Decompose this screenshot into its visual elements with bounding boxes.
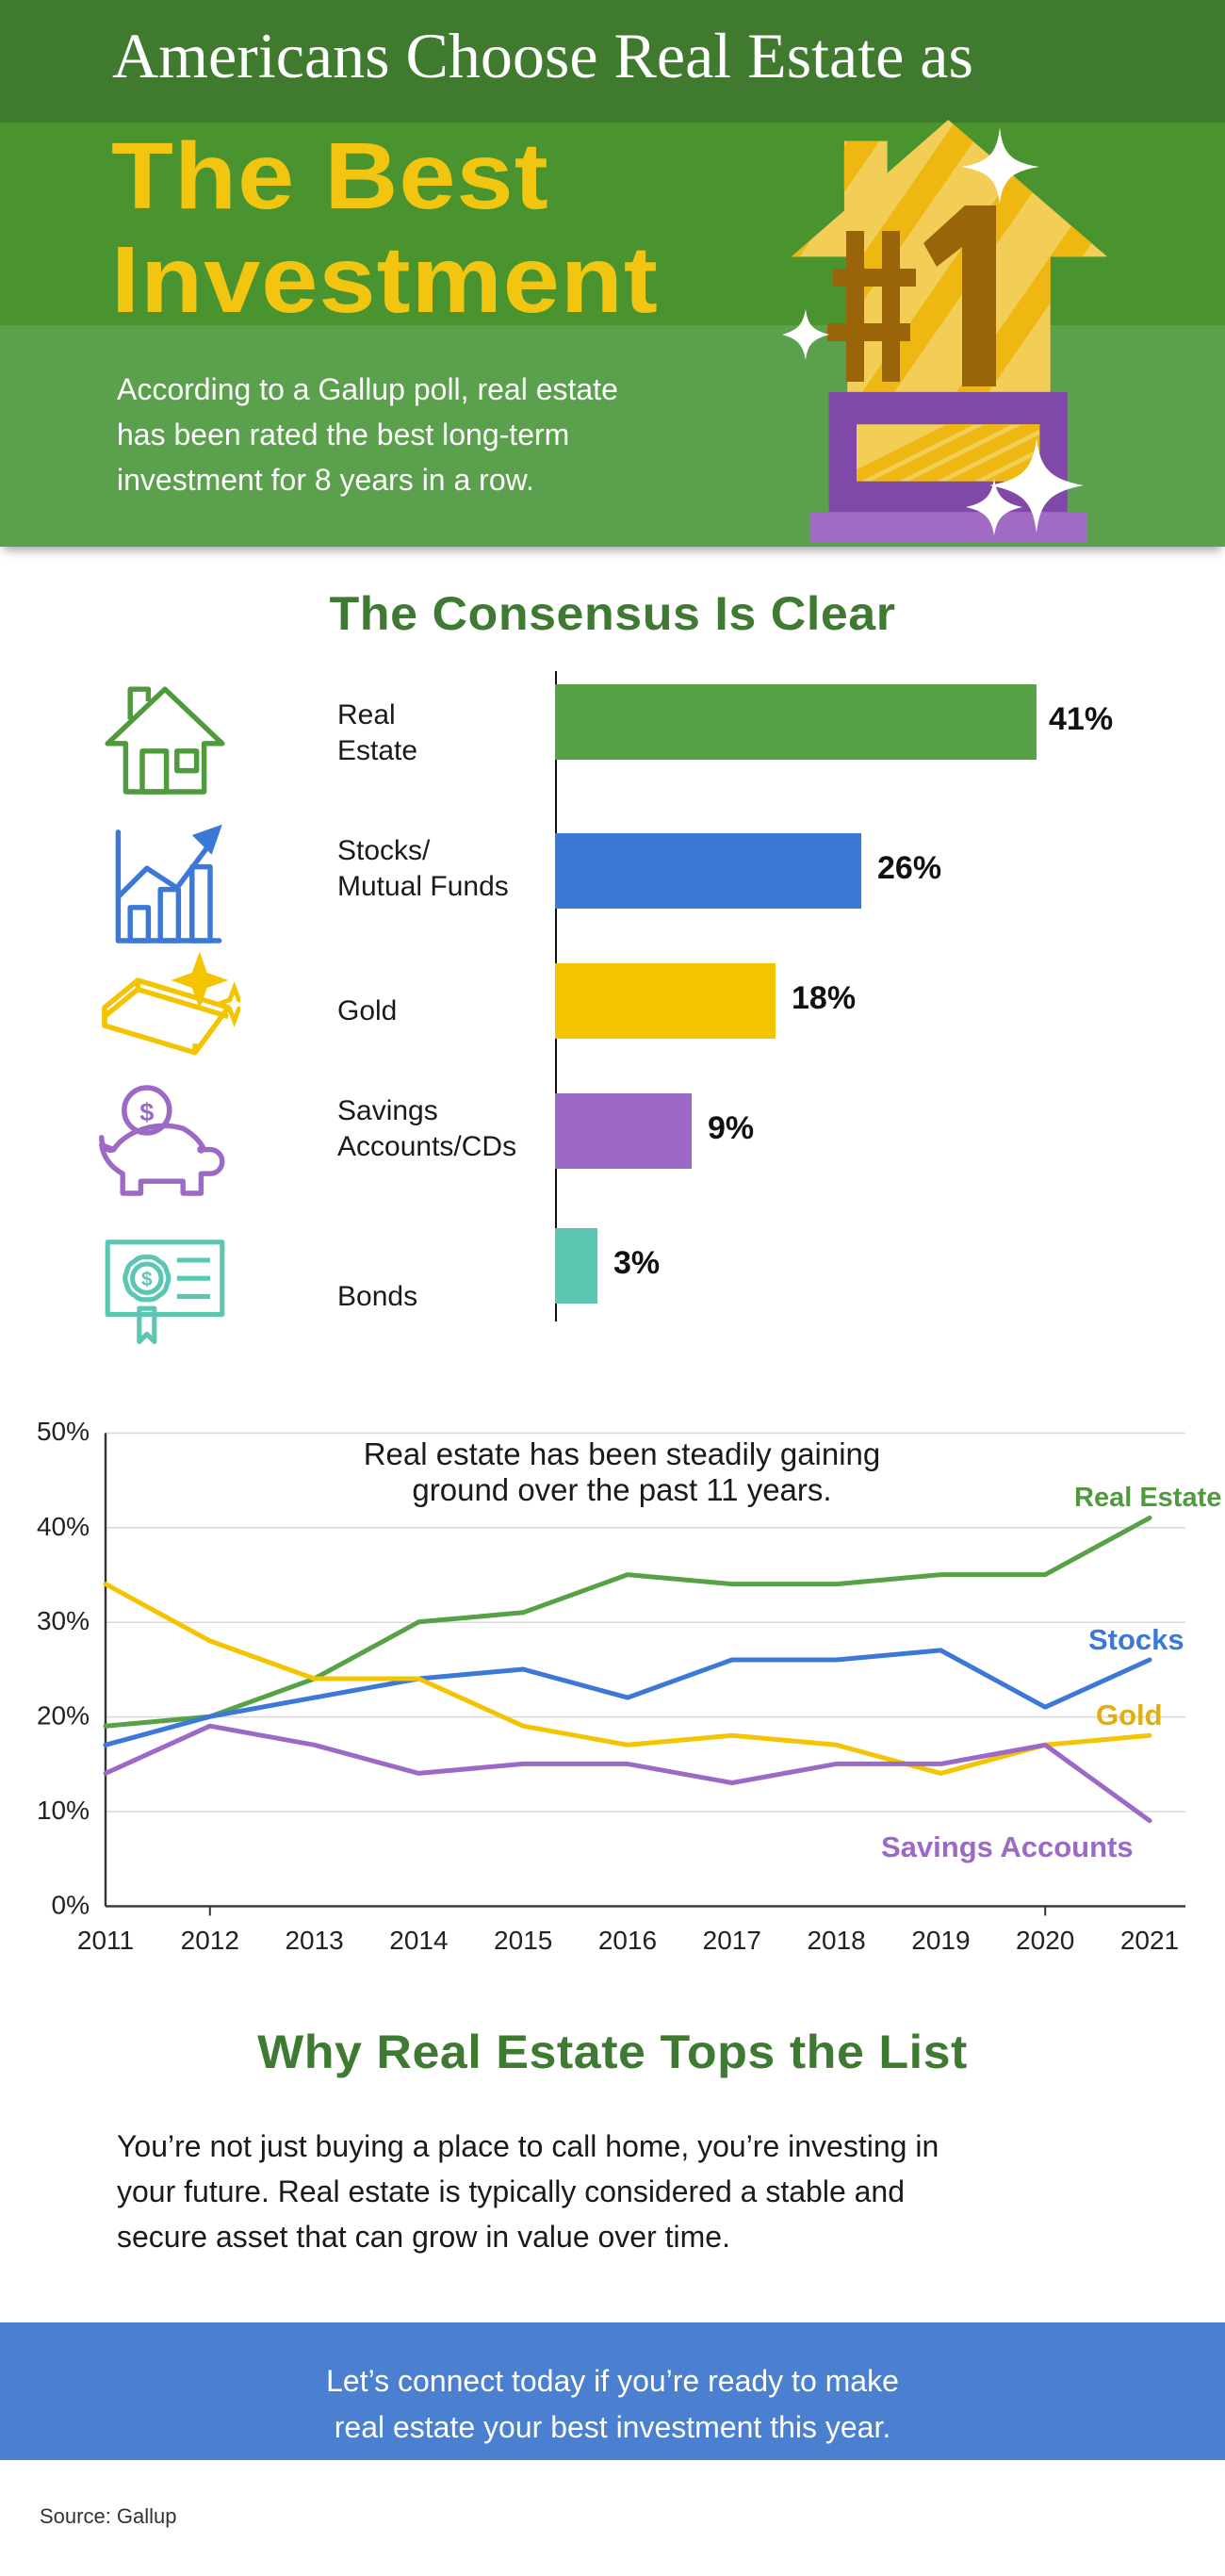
svg-text:ground over the past 11 years.: ground over the past 11 years. bbox=[412, 1472, 831, 1507]
svg-text:2020: 2020 bbox=[1016, 1926, 1074, 1955]
svg-text:2017: 2017 bbox=[703, 1926, 761, 1955]
svg-text:Real Estate: Real Estate bbox=[1074, 1483, 1221, 1513]
svg-text:2019: 2019 bbox=[911, 1926, 970, 1955]
svg-text:Savings Accounts: Savings Accounts bbox=[881, 1830, 1134, 1863]
svg-text:2015: 2015 bbox=[494, 1926, 552, 1955]
svg-text:Real estate has been steadily: Real estate has been steadily gaining bbox=[364, 1436, 881, 1471]
svg-text:2021: 2021 bbox=[1120, 1926, 1179, 1955]
svg-text:Gold: Gold bbox=[1096, 1698, 1163, 1731]
svg-text:30%: 30% bbox=[37, 1606, 90, 1635]
svg-text:40%: 40% bbox=[37, 1512, 90, 1541]
svg-text:2013: 2013 bbox=[285, 1926, 343, 1955]
svg-text:$: $ bbox=[139, 1097, 154, 1126]
svg-text:$: $ bbox=[141, 1269, 153, 1290]
svg-text:50%: 50% bbox=[37, 1417, 90, 1446]
svg-text:20%: 20% bbox=[37, 1701, 90, 1731]
svg-text:2011: 2011 bbox=[77, 1926, 134, 1955]
svg-text:2016: 2016 bbox=[598, 1926, 657, 1955]
svg-text:0%: 0% bbox=[52, 1890, 90, 1919]
svg-text:2018: 2018 bbox=[807, 1926, 865, 1955]
svg-text:10%: 10% bbox=[37, 1796, 90, 1825]
svg-text:2014: 2014 bbox=[389, 1926, 448, 1955]
svg-text:2012: 2012 bbox=[181, 1926, 239, 1955]
svg-text:Stocks: Stocks bbox=[1088, 1623, 1184, 1656]
